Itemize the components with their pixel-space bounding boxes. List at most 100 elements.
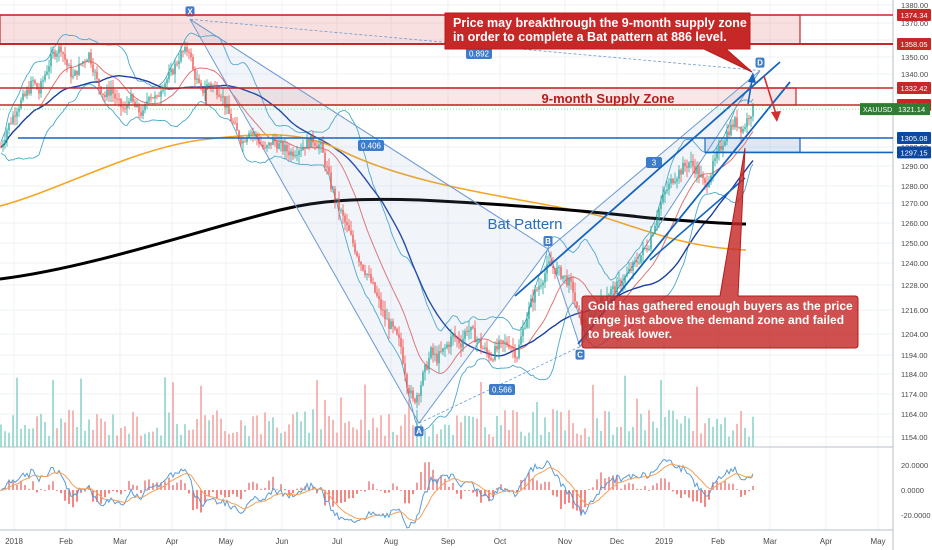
histogram-bar [724, 480, 726, 490]
candle-body [526, 318, 528, 328]
candle-body [72, 75, 74, 78]
volume-bar [312, 409, 314, 447]
candle-body [634, 260, 636, 263]
volume-bar [724, 417, 726, 447]
ratio-label: 0.566 [492, 386, 513, 395]
histogram-bar [456, 490, 458, 494]
pattern-point-c-label: C [577, 351, 583, 360]
candle-body [168, 72, 170, 80]
candle-body [112, 88, 114, 94]
candle-body [252, 132, 254, 135]
candle-body [66, 59, 68, 66]
candle-body [408, 387, 410, 394]
candle-body [548, 261, 550, 265]
histogram-bar [256, 483, 258, 490]
candle-body [720, 145, 722, 150]
candle-body [106, 89, 108, 98]
candle-body [576, 301, 578, 308]
time-tick-label: May [870, 537, 885, 546]
candle-body [724, 141, 726, 146]
candle-body [206, 84, 208, 90]
candle-body [570, 277, 572, 282]
histogram-bar [668, 481, 670, 490]
candle-body [274, 137, 276, 142]
candle-body [360, 261, 362, 265]
histogram-bar [720, 483, 722, 490]
candle-body [348, 224, 350, 231]
histogram-bar [560, 490, 562, 509]
price-tick-label: 1380.00 [901, 1, 928, 10]
price-tick-label: 1184.00 [901, 370, 928, 379]
volume-bar [440, 429, 442, 447]
candle-body [736, 117, 738, 128]
candle-body [76, 70, 78, 75]
volume-bar [168, 412, 170, 447]
candle-body [354, 243, 356, 253]
volume-bar [660, 379, 662, 447]
volume-bar [636, 398, 638, 447]
candle-body [180, 50, 182, 62]
candle-body [480, 339, 482, 349]
volume-bar [112, 414, 114, 447]
candle-body [636, 260, 638, 263]
candle-body [462, 338, 464, 348]
candle-body [536, 289, 538, 291]
candle-body [124, 108, 126, 110]
histogram-bar [292, 490, 294, 494]
candle-body [380, 299, 382, 310]
volume-bar [536, 401, 538, 447]
candle-body [334, 188, 336, 200]
volume-bar [88, 419, 90, 447]
candle-body [300, 149, 302, 152]
candle-body [682, 162, 684, 175]
volume-bar [560, 411, 562, 447]
volume-bar [184, 424, 186, 447]
candle-body [650, 235, 652, 249]
ratio-badge [489, 384, 515, 395]
histogram-bar [288, 490, 290, 496]
candle-body [558, 267, 560, 269]
volume-bar [580, 435, 582, 447]
volume-bar [512, 410, 514, 447]
volume-bar [432, 424, 434, 447]
candle-body [272, 137, 274, 145]
histogram-bar [388, 490, 390, 493]
histogram-bar [704, 490, 706, 507]
volume-bar [520, 431, 522, 447]
volume-bar [524, 435, 526, 447]
level-price-label: 1358.05 [900, 40, 927, 49]
callout-top-box [444, 12, 753, 73]
volume-bar [48, 435, 50, 447]
candle-body [478, 339, 480, 341]
volume-bar [4, 431, 6, 447]
histogram-bar [252, 481, 254, 490]
pattern-point-x-label: X [187, 7, 193, 16]
candle-body [374, 282, 376, 293]
histogram-bar [344, 490, 346, 502]
candle-body [492, 359, 494, 361]
price-tick-label: 1260.00 [901, 219, 928, 228]
candle-body [90, 52, 92, 65]
volume-bar [316, 380, 318, 447]
candle-body [562, 275, 564, 279]
candle-body [708, 182, 710, 187]
candle-body [184, 46, 186, 52]
histogram-bar [496, 487, 498, 490]
candle-body [336, 198, 338, 200]
histogram-bar [216, 490, 218, 499]
volume-bar [156, 427, 158, 447]
histogram-bar [120, 490, 122, 495]
histogram-bar [116, 490, 118, 493]
volume-bar [700, 433, 702, 447]
candle-body [166, 79, 168, 84]
histogram-bar [264, 487, 266, 490]
candle-body [186, 46, 188, 52]
histogram-bar [36, 490, 38, 493]
volume-bar [368, 429, 370, 447]
volume-bar [192, 429, 194, 447]
candle-body [566, 275, 568, 286]
volume-bar [576, 433, 578, 447]
pattern-point-c-marker [575, 349, 585, 360]
histogram-bar [180, 479, 182, 490]
candle-body [624, 276, 626, 283]
